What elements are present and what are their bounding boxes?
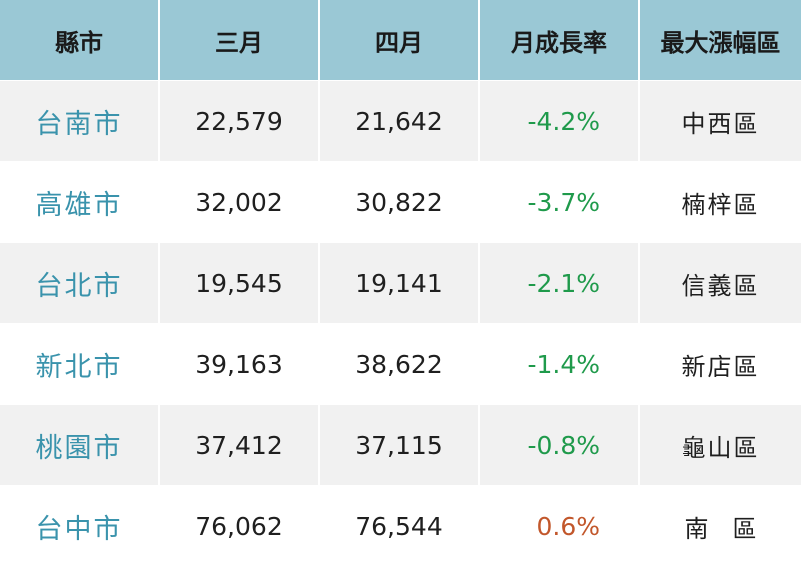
district-cell: 楠梓區 [640, 161, 801, 242]
march-cell: 39,163 [160, 323, 320, 404]
table-row: 台北市 19,545 19,141 -2.1% 信義區 [0, 242, 801, 323]
april-cell: 19,141 [320, 242, 480, 323]
county-cell: 桃園市 [0, 404, 160, 485]
table-row: 高雄市 32,002 30,822 -3.7% 楠梓區 [0, 161, 801, 242]
county-cell: 台北市 [0, 242, 160, 323]
rate-cell: -2.1% [480, 242, 640, 323]
april-cell: 30,822 [320, 161, 480, 242]
rate-cell: 0.6% [480, 485, 640, 566]
header-row: 縣市 三月 四月 月成長率 最大漲幅區 [0, 0, 801, 80]
march-cell: 22,579 [160, 80, 320, 161]
district-cell: 龜山區 [640, 404, 801, 485]
april-cell: 38,622 [320, 323, 480, 404]
april-cell: 21,642 [320, 80, 480, 161]
march-cell: 19,545 [160, 242, 320, 323]
header-top-district: 最大漲幅區 [640, 0, 801, 80]
county-cell: 台中市 [0, 485, 160, 566]
table-row: 台中市 76,062 76,544 0.6% 南區 [0, 485, 801, 566]
march-cell: 76,062 [160, 485, 320, 566]
county-cell: 台南市 [0, 80, 160, 161]
table-row: 新北市 39,163 38,622 -1.4% 新店區 [0, 323, 801, 404]
march-cell: 32,002 [160, 161, 320, 242]
april-cell: 37,115 [320, 404, 480, 485]
header-monthly-growth: 月成長率 [480, 0, 640, 80]
county-cell: 新北市 [0, 323, 160, 404]
header-county: 縣市 [0, 0, 160, 80]
header-april: 四月 [320, 0, 480, 80]
district-cell: 信義區 [640, 242, 801, 323]
rate-cell: -0.8% [480, 404, 640, 485]
rate-cell: -4.2% [480, 80, 640, 161]
table-row: 桃園市 37,412 37,115 -0.8% 龜山區 [0, 404, 801, 485]
table-row: 台南市 22,579 21,642 -4.2% 中西區 [0, 80, 801, 161]
header-march: 三月 [160, 0, 320, 80]
rate-cell: -3.7% [480, 161, 640, 242]
march-cell: 37,412 [160, 404, 320, 485]
district-cell: 新店區 [640, 323, 801, 404]
district-cell: 中西區 [640, 80, 801, 161]
county-cell: 高雄市 [0, 161, 160, 242]
district-cell: 南區 [640, 485, 801, 566]
rate-cell: -1.4% [480, 323, 640, 404]
april-cell: 76,544 [320, 485, 480, 566]
